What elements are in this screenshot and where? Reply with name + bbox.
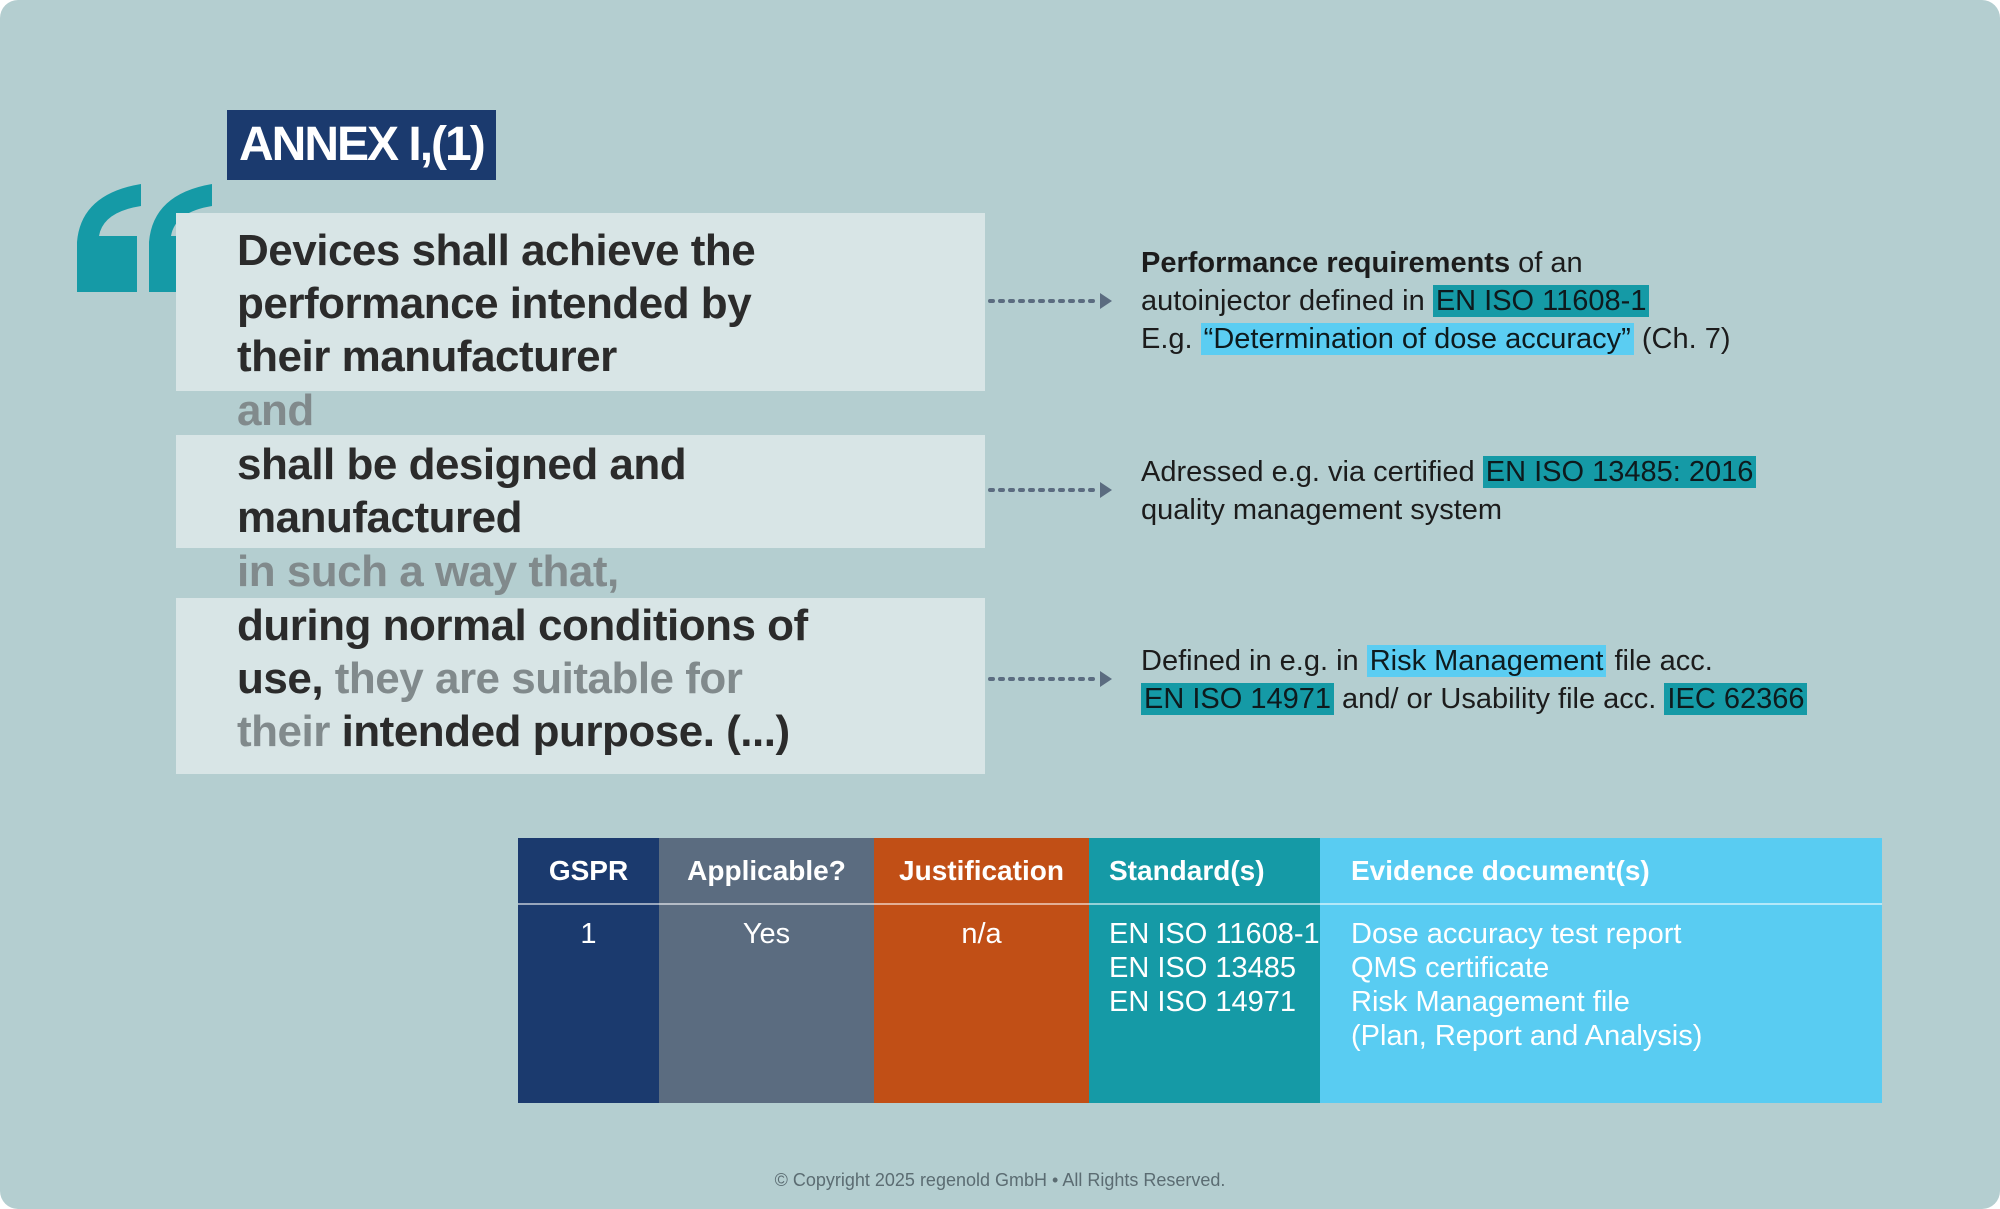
cell-standards: EN ISO 11608-1 EN ISO 13485 EN ISO 14971 — [1089, 905, 1320, 1019]
evidence-item: Dose accuracy test report — [1351, 918, 1682, 950]
annex-badge: ANNEX I,(1) — [227, 110, 496, 180]
dotted-arrow-icon — [988, 293, 1112, 309]
quote-fragment: intended purpose. (...) — [329, 707, 791, 756]
note-text: file acc. — [1606, 645, 1713, 677]
cell-gspr: 1 — [580, 918, 597, 950]
evidence-item: Risk Management file — [1351, 986, 1630, 1018]
note-text: of an — [1510, 247, 1583, 279]
note-text: Adressed e.g. via certified — [1141, 456, 1483, 488]
cell-applicable: Yes — [742, 918, 791, 950]
quote-line: their manufacturer — [237, 332, 617, 381]
gspr-table: GSPR 1 Applicable? Yes Justification n/a… — [518, 838, 1882, 1103]
quote-box-performance — [176, 213, 985, 391]
highlight-standard: IEC 62366 — [1664, 683, 1808, 715]
note-bold: Performance requirements — [1141, 247, 1511, 279]
note-text: E.g. — [1141, 323, 1201, 355]
standard-item: EN ISO 13485 — [1109, 952, 1296, 984]
header-gspr: GSPR — [518, 838, 659, 905]
cell-evidence: Dose accuracy test report QMS certificat… — [1320, 905, 1882, 1053]
quote-line: Devices shall achieve the — [237, 226, 756, 275]
copyright-footer: © Copyright 2025 regenold GmbH • All Rig… — [774, 1170, 1226, 1190]
standard-item: EN ISO 14971 — [1109, 986, 1296, 1018]
highlight-standard: EN ISO 11608-1 — [1432, 285, 1650, 317]
column-standards: Standard(s) EN ISO 11608-1 EN ISO 13485 … — [1089, 838, 1320, 1103]
note-text: and/ or Usability file acc. — [1334, 683, 1665, 715]
highlight-standard: EN ISO 14971 — [1141, 683, 1334, 715]
header-justification: Justification — [874, 838, 1089, 905]
quote-fragment-muted: they are suitable for — [323, 654, 743, 703]
note-text: Defined in e.g. in — [1141, 645, 1367, 677]
quote-connector: and — [237, 386, 314, 435]
evidence-item: QMS certificate — [1351, 952, 1550, 984]
quote-line: use, they are suitable for — [237, 652, 743, 705]
quote-fragment-muted: their — [237, 707, 330, 756]
column-applicable: Applicable? Yes — [659, 838, 874, 1103]
note-text: autoinjector defined in — [1141, 285, 1433, 317]
note-line: EN ISO 14971 and/ or Usability file acc.… — [1141, 680, 1808, 718]
dotted-arrow-icon — [988, 671, 1112, 687]
highlight-chapter: “Determination of dose accuracy” — [1200, 323, 1634, 355]
note-line: quality management system — [1141, 494, 1503, 526]
note-line: Adressed e.g. via certified EN ISO 13485… — [1141, 453, 1757, 491]
quote-line: shall be designed and — [237, 440, 687, 489]
highlight-risk-management: Risk Management — [1366, 645, 1607, 677]
highlight-standard: EN ISO 13485: 2016 — [1482, 456, 1757, 488]
cell-justification: n/a — [961, 918, 1002, 950]
quote-line: manufactured — [237, 493, 522, 542]
quote-line: their intended purpose. (...) — [237, 705, 790, 758]
column-gspr: GSPR 1 — [518, 838, 659, 1103]
header-applicable: Applicable? — [659, 838, 874, 905]
note-performance: Performance requirements of an autoinjec… — [1141, 244, 1730, 358]
note-line: Performance requirements of an — [1141, 244, 1730, 282]
quote-box-purpose — [176, 598, 985, 774]
quote-box-design — [176, 435, 985, 548]
column-evidence: Evidence document(s) Dose accuracy test … — [1320, 838, 1882, 1103]
note-line: Defined in e.g. in Risk Management file … — [1141, 642, 1807, 680]
quote-line: performance intended by — [237, 279, 752, 328]
header-standards: Standard(s) — [1089, 838, 1320, 905]
note-risk: Defined in e.g. in Risk Management file … — [1141, 642, 1808, 718]
quote-fragment: use, — [237, 654, 324, 703]
note-line: autoinjector defined in EN ISO 11608-1 — [1141, 282, 1730, 320]
note-line: E.g. “Determination of dose accuracy” (C… — [1141, 320, 1730, 358]
standard-item: EN ISO 11608-1 — [1109, 918, 1320, 950]
evidence-item: (Plan, Report and Analysis) — [1351, 1020, 1703, 1052]
quote-line: during normal conditions of — [237, 601, 808, 650]
note-text: (Ch. 7) — [1633, 323, 1731, 355]
column-justification: Justification n/a — [874, 838, 1089, 1103]
header-evidence: Evidence document(s) — [1320, 838, 1882, 905]
quote-connector: in such a way that, — [237, 547, 619, 596]
note-qms: Adressed e.g. via certified EN ISO 13485… — [1141, 453, 1757, 529]
dotted-arrow-icon — [988, 482, 1112, 498]
